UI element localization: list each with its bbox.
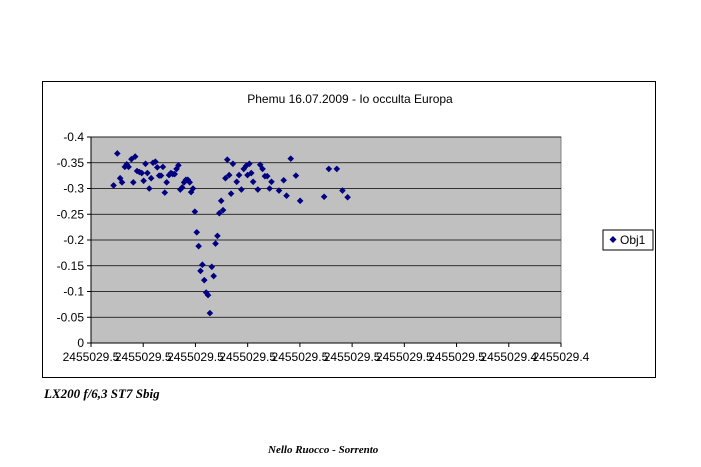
chart-svg: Phemu 16.07.2009 - Io occulta Europa 0 -0… [57, 92, 654, 364]
data-point [208, 263, 216, 271]
data-point [287, 155, 295, 162]
x-tick-label: 2455029.5 [376, 350, 433, 364]
data-point [246, 160, 253, 168]
y-tick-label: -0.05 [57, 310, 85, 324]
data-point [159, 163, 167, 171]
data-point [191, 208, 199, 215]
legend-marker-icon [609, 236, 617, 243]
data-point [235, 171, 243, 179]
x-tick-label: 2455029.5 [428, 350, 485, 364]
data-point [206, 309, 214, 317]
data-point [110, 182, 117, 189]
x-tick-label: 2455029.5 [272, 350, 329, 364]
data-point [199, 261, 206, 269]
data-point [142, 160, 149, 168]
data-point [266, 185, 273, 192]
data-point [210, 272, 217, 280]
x-tick-label: 2455029.5 [115, 350, 172, 364]
data-point [254, 186, 262, 193]
data-point [238, 186, 245, 193]
y-tick-label: -0.1 [63, 285, 84, 299]
data-point [229, 160, 237, 168]
y-tick-label: -0.15 [57, 259, 85, 273]
y-tick-label: -0.35 [57, 156, 85, 170]
data-point [204, 291, 212, 299]
data-point [187, 188, 195, 196]
y-tick-label: -0.4 [63, 130, 84, 144]
data-point [214, 232, 221, 240]
x-tick-label: 2455029.5 [219, 350, 276, 364]
y-axis: 0 -0.05 -0.1 -0.15 -0.2 -0.25 -0.3 -0.35 -0.4 [57, 130, 92, 350]
data-point [263, 172, 271, 180]
data-point [283, 192, 290, 200]
data-point [280, 176, 287, 184]
equipment-caption: LX200 f/6,3 ST7 Sbig [44, 386, 160, 401]
data-point [292, 172, 300, 179]
legend: Obj1 [602, 229, 654, 251]
data-point [227, 190, 235, 197]
data-point [202, 289, 210, 296]
data-point [136, 168, 143, 176]
data-point [195, 242, 202, 250]
data-point [184, 176, 192, 184]
y-tick-label: -0.25 [57, 207, 85, 221]
data-point [217, 197, 225, 205]
data-point [249, 178, 257, 186]
data-point [222, 174, 229, 182]
data-point [197, 267, 204, 275]
y-tick-label: -0.3 [63, 182, 84, 196]
data-point [125, 163, 132, 171]
x-tick-label: 2455029.4 [533, 350, 590, 364]
data-point [145, 185, 153, 192]
x-tick-label: 2455029.4 [480, 350, 537, 364]
data-point [178, 184, 186, 191]
data-point [189, 185, 197, 192]
x-tick-label: 2455029.5 [167, 350, 224, 364]
data-point [212, 240, 219, 247]
data-point [247, 169, 255, 177]
data-point [216, 209, 223, 217]
data-point [224, 156, 231, 163]
chart-title: Phemu 16.07.2009 - Io occulta Europa [247, 92, 453, 106]
data-point [275, 187, 283, 194]
data-point [175, 162, 182, 169]
chart-frame: Phemu 16.07.2009 - Io occulta Europa 0 -0… [42, 81, 656, 378]
data-point [325, 165, 333, 173]
y-tick-label: -0.2 [63, 233, 84, 247]
data-point [219, 206, 227, 214]
data-point [157, 172, 165, 179]
data-point [177, 186, 184, 193]
x-tick-label: 2455029.5 [324, 350, 381, 364]
data-point [133, 167, 141, 175]
y-tick-label: 0 [77, 336, 84, 350]
data-point [193, 228, 201, 236]
data-point [118, 179, 126, 186]
data-point [200, 276, 208, 284]
data-point [339, 187, 346, 194]
gridlines [91, 136, 561, 318]
legend-label: Obj1 [620, 233, 646, 247]
data-point [256, 161, 264, 169]
x-axis: 2455029.52455029.52455029.52455029.52455… [63, 342, 590, 364]
legend-box [602, 229, 654, 251]
data-point [333, 165, 341, 173]
x-tick-label: 2455029.5 [63, 350, 120, 364]
data-point [344, 193, 351, 201]
author-caption: Nello Ruocco - Sorrento [268, 444, 379, 456]
